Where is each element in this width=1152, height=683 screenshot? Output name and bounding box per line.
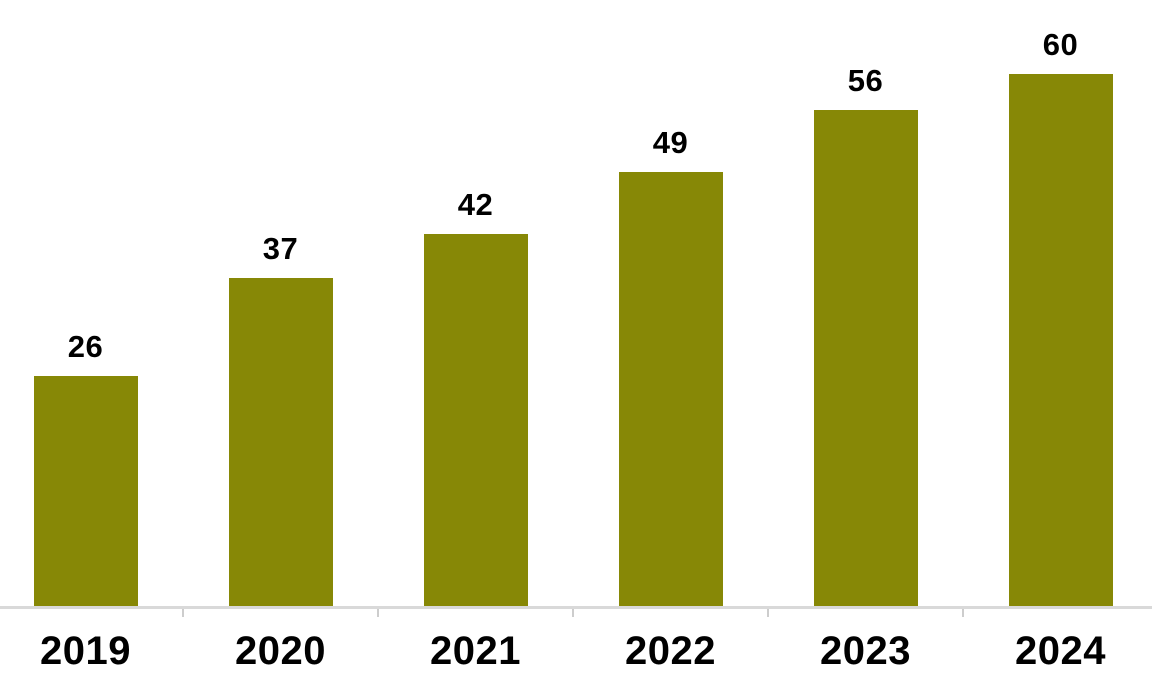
bar-2022 [618, 172, 723, 607]
bar-2024 [1008, 74, 1113, 607]
x-axis-label-2022: 2022 [625, 629, 716, 673]
bar-value-label: 56 [847, 63, 884, 98]
bar-2023 [813, 110, 918, 607]
x-axis-label-2021: 2021 [430, 629, 521, 673]
bar-value-label: 60 [1042, 27, 1079, 62]
x-axis-tick [377, 609, 379, 617]
x-axis-tick [962, 609, 964, 617]
bar-2021 [423, 234, 528, 607]
x-axis-tick [572, 609, 574, 617]
x-axis-label-2024: 2024 [1015, 629, 1106, 673]
x-axis-label-2019: 2019 [40, 629, 131, 673]
x-axis-tick [767, 609, 769, 617]
x-axis-tick [182, 609, 184, 617]
bar-value-label: 49 [652, 125, 689, 160]
bar-value-label: 42 [457, 187, 494, 222]
x-axis-line [0, 606, 1152, 609]
bar-value-label: 37 [262, 231, 299, 266]
bar-2020 [228, 278, 333, 607]
bar-value-label: 26 [67, 329, 104, 364]
x-axis-label-2020: 2020 [235, 629, 326, 673]
x-axis-label-2023: 2023 [820, 629, 911, 673]
bar-2019 [33, 376, 138, 607]
